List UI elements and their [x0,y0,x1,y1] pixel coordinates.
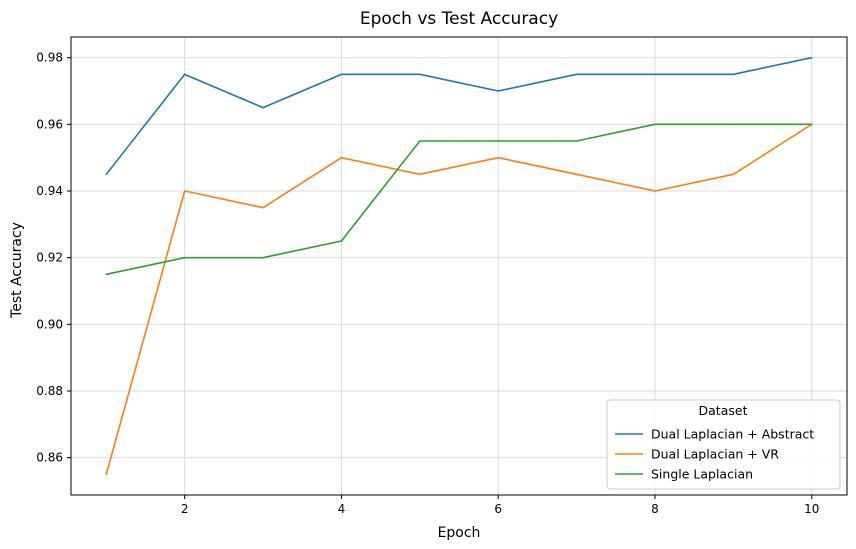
x-axis-label: Epoch [438,525,481,541]
x-tick-label: 4 [338,502,346,516]
data-point [732,123,735,126]
y-tick-label: 0.96 [36,117,63,131]
data-point [497,90,499,92]
data-point [105,173,108,176]
legend: Dataset Dual Laplacian + Abstract Dual La… [606,399,841,490]
data-point [732,73,735,76]
data-point [575,140,578,142]
y-tick-label: 0.92 [36,251,63,265]
data-point [419,73,421,76]
data-point [810,56,813,59]
series-line-dual-laplacian-abstract [105,56,812,175]
legend-label: Dual Laplacian + VR [651,447,779,462]
grid-lines [71,37,847,495]
data-point [732,173,735,176]
series-line-single-laplacian [106,123,812,276]
legend-title: Dataset [699,403,748,418]
data-point [575,173,578,176]
data-point [105,273,108,276]
plot-frame [70,36,848,496]
y-axis-label: Test Accuracy [9,222,25,319]
series-lines [105,56,813,476]
data-point [105,473,108,476]
legend-label: Single Laplacian [651,467,753,482]
data-point [419,173,421,176]
y-tick-label: 0.98 [36,51,63,65]
y-tick-label: 0.90 [36,317,63,331]
data-point [654,123,656,126]
data-point [654,73,656,76]
data-point [183,190,186,192]
data-point [183,256,186,259]
y-tick-label: 0.86 [36,451,63,465]
data-point [262,106,264,109]
data-point [497,156,499,159]
series-line-dual-laplacian-vr [105,123,813,475]
legend-box [606,399,841,490]
x-tick-label: 6 [494,502,502,516]
data-point [340,240,343,242]
data-point [340,73,343,76]
data-point [654,190,656,192]
axis-ticks: 2 4 6 8 10 0.86 0.88 0.90 0.92 0.94 0.96 0.98 [36,51,819,516]
x-tick-label: 10 [804,502,819,516]
x-tick-label: 2 [181,502,189,516]
data-point [575,73,578,76]
data-point [419,140,421,142]
legend-label: Dual Laplacian + Abstract [651,427,814,442]
data-point [497,140,499,142]
data-point [262,206,264,209]
x-tick-label: 8 [651,502,659,516]
y-tick-label: 0.94 [36,184,63,198]
chart-title: Epoch vs Test Accuracy [360,9,558,29]
data-point [183,73,186,76]
data-point [262,256,264,259]
y-tick-label: 0.88 [36,384,63,398]
data-point [340,156,343,159]
data-point [810,123,813,126]
